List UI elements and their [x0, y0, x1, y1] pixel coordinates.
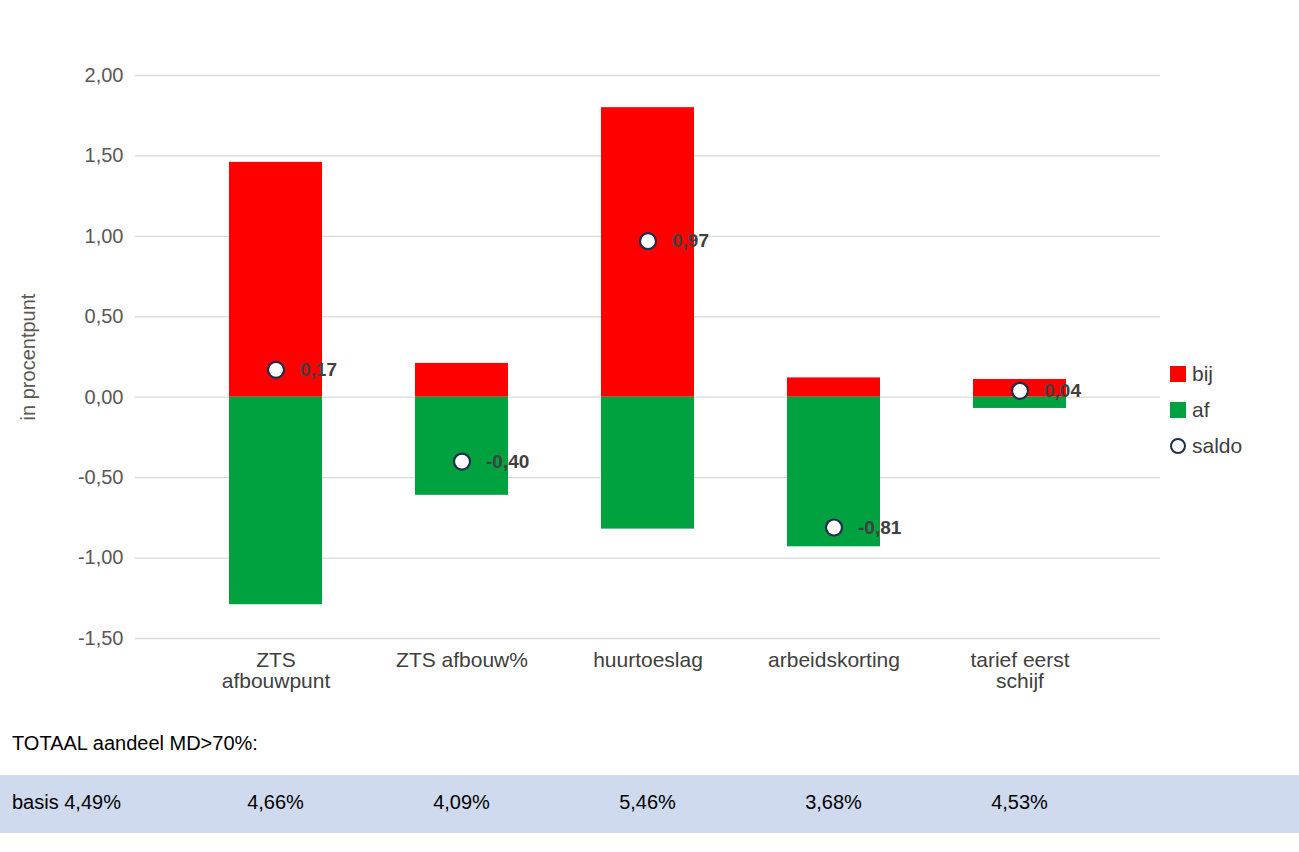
svg-text:ZTSafbouwpunt: ZTSafbouwpunt	[222, 648, 331, 692]
html-text:4,66%: 4,66%	[247, 791, 304, 813]
svg-text:-1,00: -1,00	[78, 546, 124, 568]
html-text:4,09%: 4,09%	[433, 791, 490, 813]
html-text:4,53%: 4,53%	[991, 791, 1048, 813]
svg-text:1,50: 1,50	[85, 144, 124, 166]
svg-text:1,00: 1,00	[85, 225, 124, 247]
html-text:basis 4,49%: basis 4,49%	[12, 791, 121, 813]
svg-text:-0,81: -0,81	[858, 517, 902, 538]
svg-text:2,00: 2,00	[85, 64, 124, 86]
svg-text:0,97: 0,97	[672, 230, 709, 251]
svg-text:0,50: 0,50	[85, 305, 124, 327]
svg-text:-0,50: -0,50	[78, 466, 124, 488]
svg-text:-1,50: -1,50	[78, 627, 124, 649]
svg-text:0,17: 0,17	[300, 359, 337, 380]
svg-text:arbeidskorting: arbeidskorting	[768, 648, 900, 671]
html-text:af: af	[1192, 398, 1210, 421]
svg-text:ZTS afbouw%: ZTS afbouw%	[396, 648, 528, 671]
html-text:TOTAAL aandeel MD>70%:: TOTAAL aandeel MD>70%:	[12, 732, 258, 754]
html-text:bij: bij	[1192, 362, 1213, 385]
svg-text:tarief eerstschijf: tarief eerstschijf	[970, 648, 1069, 692]
svg-text:0,00: 0,00	[85, 386, 124, 408]
svg-text:in procentpunt: in procentpunt	[17, 293, 39, 420]
svg-text:-0,40: -0,40	[486, 451, 529, 472]
html-text:3,68%: 3,68%	[805, 791, 862, 813]
html-text:saldo: saldo	[1192, 434, 1243, 457]
html-text:5,46%: 5,46%	[619, 791, 676, 813]
svg-text:0,04: 0,04	[1044, 380, 1081, 401]
svg-text:huurtoeslag: huurtoeslag	[593, 648, 703, 671]
